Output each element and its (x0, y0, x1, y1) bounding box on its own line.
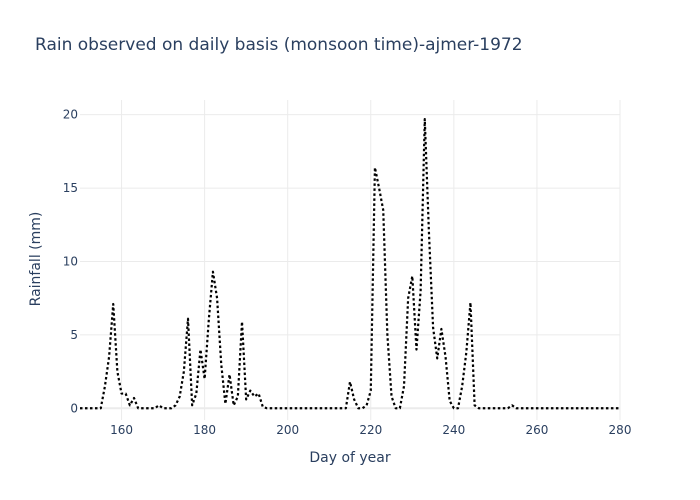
x-tick-label: 220 (359, 423, 382, 437)
y-tick-label: 0 (70, 401, 78, 415)
x-tick-label: 240 (442, 423, 465, 437)
chart-title: Rain observed on daily basis (monsoon ti… (35, 35, 523, 55)
x-tick-label: 280 (609, 423, 632, 437)
y-axis-ticks: 0 5 10 15 20 (63, 108, 78, 416)
y-tick-label: 10 (63, 254, 78, 268)
x-tick-label: 200 (276, 423, 299, 437)
plot-area (80, 117, 620, 410)
y-tick-label: 5 (70, 328, 78, 342)
x-axis-ticks: 160 180 200 220 240 260 280 (110, 423, 631, 437)
x-tick-label: 180 (193, 423, 216, 437)
x-axis-title: Day of year (309, 450, 391, 466)
y-axis-title: Rainfall (mm) (28, 212, 44, 307)
x-tick-label: 260 (525, 423, 548, 437)
y-tick-label: 20 (63, 108, 78, 122)
x-tick-label: 160 (110, 423, 133, 437)
rainfall-series-line (80, 117, 620, 410)
grid-lines (80, 100, 621, 420)
y-tick-label: 15 (63, 181, 78, 195)
